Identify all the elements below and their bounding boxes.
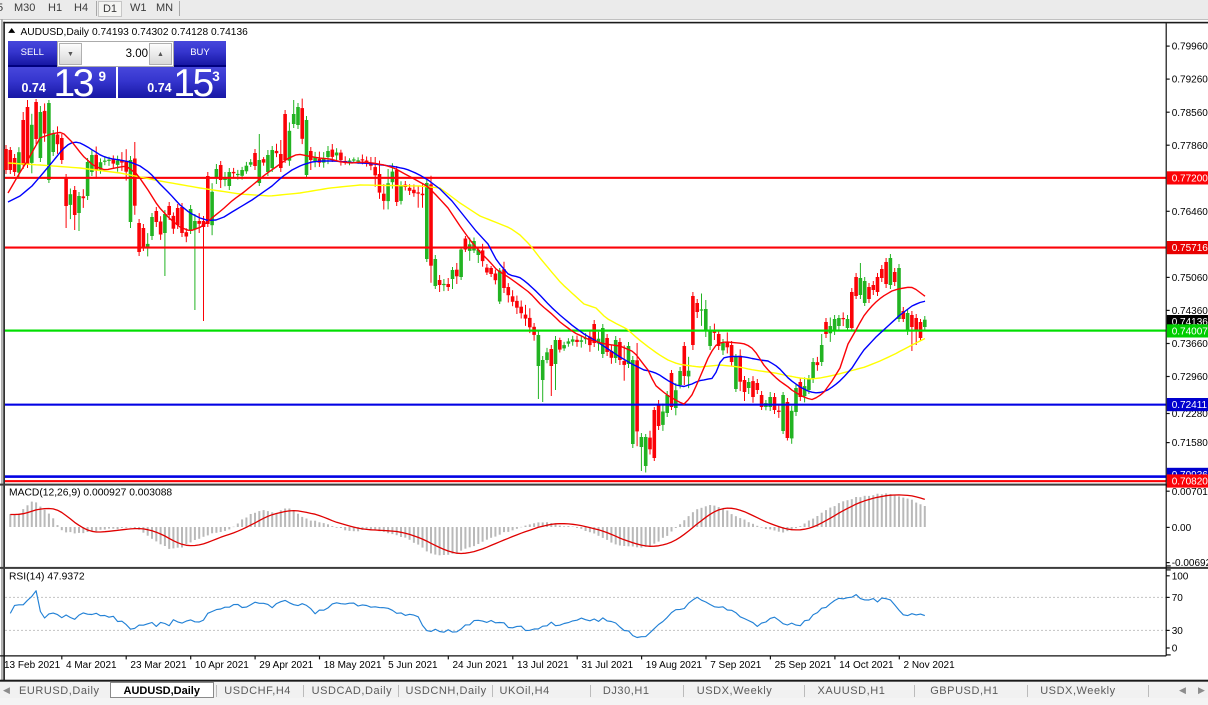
svg-text:0.77200: 0.77200 bbox=[1172, 174, 1208, 185]
svg-text:-0.006923: -0.006923 bbox=[1172, 558, 1208, 569]
svg-text:0.72411: 0.72411 bbox=[1172, 400, 1208, 411]
svg-text:0.73660: 0.73660 bbox=[1172, 339, 1208, 350]
svg-text:0: 0 bbox=[1172, 644, 1178, 655]
svg-text:0.75060: 0.75060 bbox=[1172, 273, 1208, 284]
svg-text:MACD(12,26,9) 0.000927 0.00308: MACD(12,26,9) 0.000927 0.003088 bbox=[9, 488, 172, 499]
svg-text:7 Sep 2021: 7 Sep 2021 bbox=[710, 660, 762, 671]
svg-text:AUDUSD,Daily: AUDUSD,Daily bbox=[21, 27, 90, 38]
svg-text:14 Oct 2021: 14 Oct 2021 bbox=[839, 660, 894, 671]
svg-text:0.72960: 0.72960 bbox=[1172, 372, 1208, 383]
svg-text:0.007015: 0.007015 bbox=[1172, 487, 1208, 498]
svg-text:13 Feb 2021: 13 Feb 2021 bbox=[4, 660, 61, 671]
svg-text:5 Jun 2021: 5 Jun 2021 bbox=[388, 660, 438, 671]
svg-text:13 Jul 2021: 13 Jul 2021 bbox=[517, 660, 569, 671]
svg-text:RSI(14) 47.9372: RSI(14) 47.9372 bbox=[9, 572, 85, 583]
svg-text:29 Apr 2021: 29 Apr 2021 bbox=[259, 660, 313, 671]
svg-text:0.74007: 0.74007 bbox=[1172, 327, 1208, 338]
svg-text:0.75716: 0.75716 bbox=[1172, 243, 1208, 254]
svg-text:2 Nov 2021: 2 Nov 2021 bbox=[904, 660, 956, 671]
svg-text:0.77860: 0.77860 bbox=[1172, 141, 1208, 152]
svg-text:0.72280: 0.72280 bbox=[1172, 409, 1208, 420]
svg-text:0.76460: 0.76460 bbox=[1172, 207, 1208, 218]
svg-text:4 Mar 2021: 4 Mar 2021 bbox=[66, 660, 117, 671]
svg-text:19 Aug 2021: 19 Aug 2021 bbox=[646, 660, 703, 671]
svg-text:0.70820: 0.70820 bbox=[1172, 477, 1208, 488]
svg-text:70: 70 bbox=[1172, 593, 1184, 604]
svg-text:100: 100 bbox=[1172, 571, 1189, 582]
svg-text:0.78560: 0.78560 bbox=[1172, 108, 1208, 119]
svg-text:0.79260: 0.79260 bbox=[1172, 75, 1208, 86]
svg-text:23 Mar 2021: 23 Mar 2021 bbox=[130, 660, 187, 671]
svg-text:0.74360: 0.74360 bbox=[1172, 306, 1208, 317]
svg-text:0.71580: 0.71580 bbox=[1172, 438, 1208, 449]
svg-text:31 Jul 2021: 31 Jul 2021 bbox=[581, 660, 633, 671]
svg-text:10 Apr 2021: 10 Apr 2021 bbox=[195, 660, 249, 671]
svg-text:24 Jun 2021: 24 Jun 2021 bbox=[453, 660, 508, 671]
svg-text:0.00: 0.00 bbox=[1172, 523, 1192, 534]
svg-text:0.74193 0.74302 0.74128 0.7413: 0.74193 0.74302 0.74128 0.74136 bbox=[92, 27, 248, 38]
svg-text:0.79960: 0.79960 bbox=[1172, 42, 1208, 53]
svg-text:25 Sep 2021: 25 Sep 2021 bbox=[775, 660, 832, 671]
svg-text:0.74136: 0.74136 bbox=[1172, 317, 1208, 328]
svg-text:30: 30 bbox=[1172, 626, 1184, 637]
svg-text:18 May 2021: 18 May 2021 bbox=[324, 660, 382, 671]
